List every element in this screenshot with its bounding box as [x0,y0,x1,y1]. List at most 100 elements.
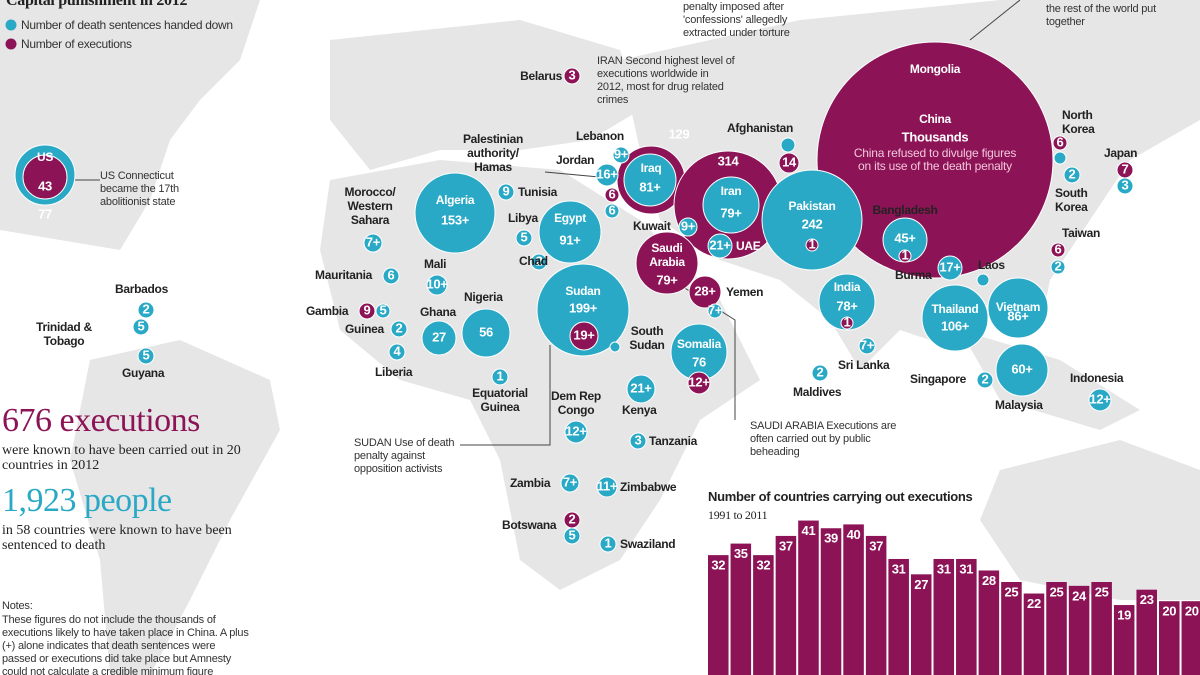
place-name: Kuwait [633,219,671,233]
bubble-label: 199+ [569,300,598,315]
bubble-label: 7+ [563,474,578,489]
bubble-label: 7+ [366,234,381,249]
bubble-label: 77 [38,206,52,221]
annotation: China refused to divulge figures on its … [853,146,1017,173]
bubble-label: 6 [609,186,616,201]
annotation: SAUDI ARABIA Executions are often carrie… [750,420,897,458]
place-name: Belarus [520,69,562,83]
bubble [1063,166,1081,184]
legend-swatch [5,19,17,31]
bubble [858,337,876,355]
place-name: Morocco/ Western Sahara [344,185,396,227]
annotation: AFGHANISTAN Death penalty imposed after … [683,1,790,39]
place-name: Vietnam [995,300,1041,314]
bubble-label: 12+ [565,423,587,438]
bubble [816,41,1054,279]
bubble [707,233,733,259]
bar [730,543,752,675]
bubble [635,231,699,295]
bubble-label: 1 [809,236,816,251]
bubble [137,301,155,319]
bar [1046,582,1067,675]
place-name: Yemen [726,285,764,299]
place-name: India [833,280,861,294]
bubble [363,233,383,253]
bar-label: 39 [824,531,838,546]
bubble [132,318,150,336]
title: Capital punishment in 2012 [6,0,188,9]
bar [1181,601,1200,675]
place-name: Somalia [677,337,721,351]
bubble [840,316,854,330]
place-name: Nigeria [464,290,503,304]
bubble-label: 79+ [720,205,742,220]
bar-label: 23 [1140,592,1154,607]
bar-label: 31 [959,561,973,576]
bubble [976,371,994,389]
place-name: Chad [519,254,548,268]
inset-title: Number of countries carrying out executi… [708,489,973,504]
bar [843,524,864,675]
bubble-label: 5 [138,318,145,333]
place-name: UAE [736,239,761,253]
bubble [778,152,800,174]
bubble [137,347,155,365]
legend-label: Number of executions [21,37,132,51]
bar [820,528,842,675]
bubble-label: 12+ [688,374,710,389]
stat-figure: 676 executions [2,402,200,439]
bubble [761,169,863,271]
bubble-label: 14 [782,154,797,169]
bubble [707,303,723,319]
place-name: Bangladesh [872,203,938,217]
bubble-label: 2 [396,320,403,335]
annotation: IRAN Second highest level of executions … [597,55,735,106]
bubble-label: 28+ [694,283,716,298]
bubble-label: 6 [1057,134,1064,149]
bubble [560,473,580,493]
place-name: Mali [424,257,447,271]
legend-swatch [5,38,17,50]
bubble-label: 56 [479,324,493,339]
place-name: Zimbabwe [620,480,677,494]
bubble-label: 91+ [559,232,581,247]
place-name: Guyana [122,366,165,380]
stat-figure: 1,923 people [2,482,172,519]
bar-label: 37 [779,538,793,553]
bar [798,520,819,675]
bubble [688,275,722,309]
bubble-label: 27 [432,329,446,344]
bubble-label: 9+ [614,146,629,161]
place-name: Burma [895,268,932,282]
place-name: Lebanon [576,129,624,143]
bubble-label: 2 [569,511,576,526]
place-name: Botswana [502,518,557,532]
place-name: Zambia [510,476,551,490]
bubble [626,374,656,404]
bubble [491,368,509,386]
place-name: Indonesia [1070,371,1124,385]
place-name: Swaziland [620,537,676,551]
bubble [1088,388,1112,412]
place-name: Kenya [622,403,657,417]
place-name: Taiwan [1062,226,1100,240]
bar-label: 32 [711,558,725,573]
bar-label: 25 [1004,584,1018,599]
bubble-label: 1 [902,247,909,262]
place-name: Iran [720,184,742,198]
bar-label: 25 [1050,584,1064,599]
bar [1113,605,1135,675]
place-name: Saudi Arabia [649,241,685,269]
place-name: Japan [1104,146,1138,160]
bar-label: 19 [1117,607,1131,622]
bubble-label: 153+ [441,212,470,227]
bubble [609,341,621,353]
bubble [599,535,617,553]
bubble-label: 21+ [709,237,731,252]
bubble [1050,259,1066,275]
place-name: Afghanistan [726,121,794,135]
bubble [382,267,400,285]
bubble [976,273,990,287]
annotation: SUDAN Use of death penalty against oppos… [354,437,455,475]
bar-label: 40 [847,527,861,542]
